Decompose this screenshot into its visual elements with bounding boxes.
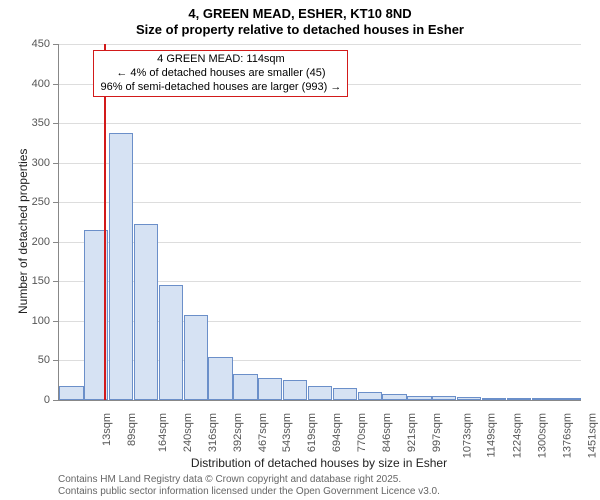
histogram-bar [134, 224, 158, 400]
y-tick-mark [53, 44, 58, 45]
y-tick-label: 50 [16, 354, 50, 366]
highlight-line [104, 44, 106, 400]
histogram-bar [358, 392, 382, 400]
histogram-bar [283, 380, 307, 400]
histogram-bar [208, 357, 232, 401]
y-tick-mark [53, 321, 58, 322]
x-tick-label: 694sqm [331, 413, 343, 452]
y-tick-mark [53, 242, 58, 243]
callout-line-3: 96% of semi-detached houses are larger (… [100, 81, 341, 95]
histogram-bar [532, 398, 556, 400]
x-tick-label: 1073sqm [462, 413, 474, 458]
x-tick-label: 1300sqm [536, 413, 548, 458]
y-tick-label: 450 [16, 38, 50, 50]
x-tick-label: 1149sqm [486, 413, 498, 457]
footer-line-1: Contains HM Land Registry data © Crown c… [58, 474, 440, 486]
histogram-bar [482, 398, 506, 400]
histogram-bar [233, 374, 257, 400]
x-tick-label: 1451sqm [586, 413, 598, 458]
y-axis-title: Number of detached properties [16, 149, 30, 314]
histogram-bar [507, 398, 531, 400]
histogram-bar [333, 388, 357, 400]
x-tick-label: 921sqm [406, 413, 418, 452]
y-tick-label: 400 [16, 78, 50, 90]
x-tick-label: 1376sqm [561, 413, 573, 458]
y-tick-label: 100 [16, 315, 50, 327]
histogram-bar [308, 386, 332, 400]
histogram-bar [109, 133, 133, 400]
x-tick-label: 770sqm [356, 413, 368, 452]
x-tick-label: 240sqm [182, 413, 194, 452]
histogram-bar [59, 386, 83, 400]
title-block: 4, GREEN MEAD, ESHER, KT10 8ND Size of p… [0, 0, 600, 37]
grid-line [59, 202, 581, 203]
grid-line [59, 123, 581, 124]
y-tick-mark [53, 84, 58, 85]
y-tick-mark [53, 202, 58, 203]
x-tick-label: 316sqm [207, 413, 219, 452]
x-tick-label: 13sqm [101, 413, 113, 446]
x-tick-label: 89sqm [126, 413, 138, 446]
y-tick-mark [53, 360, 58, 361]
histogram-bar [159, 285, 183, 400]
y-tick-mark [53, 400, 58, 401]
grid-line [59, 44, 581, 45]
x-tick-label: 164sqm [157, 413, 169, 452]
grid-line [59, 163, 581, 164]
chart-title-main: 4, GREEN MEAD, ESHER, KT10 8ND [0, 6, 600, 21]
y-tick-label: 0 [16, 394, 50, 406]
plot-area [58, 44, 581, 401]
x-tick-label: 846sqm [381, 413, 393, 452]
histogram-bar [382, 394, 406, 400]
chart-title-sub: Size of property relative to detached ho… [0, 22, 600, 37]
x-tick-label: 997sqm [431, 413, 443, 452]
y-tick-label: 350 [16, 117, 50, 129]
x-tick-label: 619sqm [306, 413, 318, 452]
callout-box: 4 GREEN MEAD: 114sqm← 4% of detached hou… [93, 50, 348, 97]
y-tick-mark [53, 281, 58, 282]
y-tick-mark [53, 163, 58, 164]
chart-container: 4, GREEN MEAD, ESHER, KT10 8ND Size of p… [0, 0, 600, 500]
callout-line-1: 4 GREEN MEAD: 114sqm [100, 53, 341, 67]
y-tick-mark [53, 123, 58, 124]
footer-attribution: Contains HM Land Registry data © Crown c… [58, 474, 440, 498]
x-tick-label: 392sqm [232, 413, 244, 452]
x-tick-label: 467sqm [257, 413, 269, 452]
histogram-bar [432, 396, 456, 400]
histogram-bar [258, 378, 282, 400]
histogram-bar [556, 398, 580, 400]
x-tick-label: 1224sqm [511, 413, 523, 458]
footer-line-2: Contains public sector information licen… [58, 486, 440, 498]
callout-line-2: ← 4% of detached houses are smaller (45) [100, 67, 341, 81]
x-tick-label: 543sqm [282, 413, 294, 452]
histogram-bar [407, 396, 431, 400]
histogram-bar [457, 397, 481, 400]
histogram-bar [184, 315, 208, 400]
x-axis-title: Distribution of detached houses by size … [58, 456, 580, 470]
